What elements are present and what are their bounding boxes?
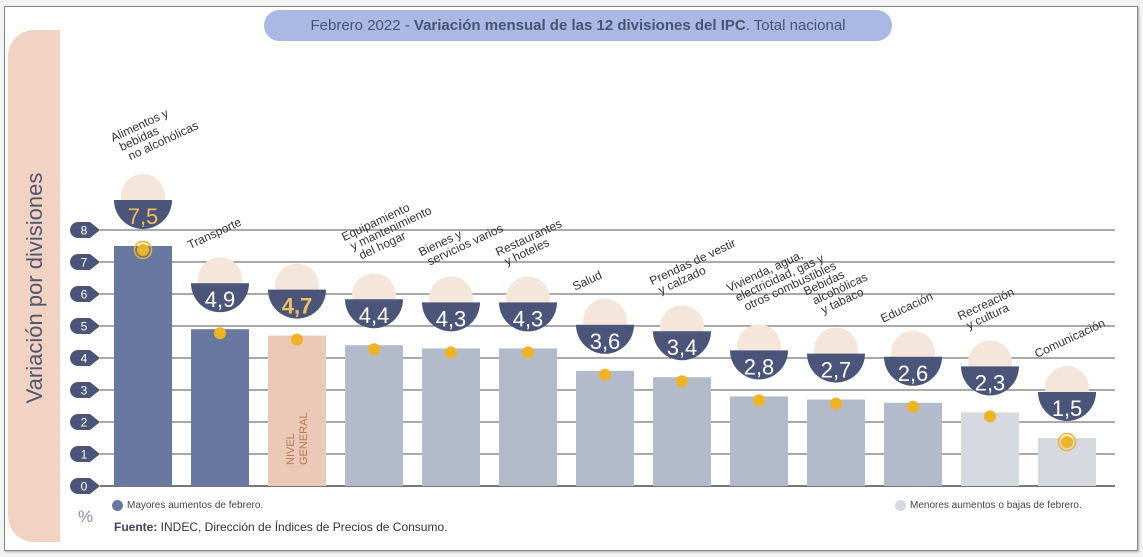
value-dot: [214, 327, 226, 340]
bar: [191, 329, 249, 486]
value-dot-ring: [1057, 432, 1077, 452]
y-tick-label: 7: [81, 256, 88, 270]
bar: [807, 399, 865, 486]
value-badge: [807, 353, 865, 383]
value-label: 2,3: [975, 370, 1006, 395]
value-dot: [907, 400, 919, 413]
y-tick-marker: [70, 414, 100, 430]
legend-high-swatch: [112, 500, 123, 511]
y-tick-label: 8: [81, 224, 88, 238]
value-label: 4,9: [205, 287, 236, 312]
legend-high-text: Mayores aumentos de febrero.: [127, 500, 264, 511]
category-label: Salud: [570, 268, 604, 294]
bar: [114, 246, 172, 486]
category-label: Bienes yservicios varios: [416, 210, 505, 270]
value-badge: [961, 366, 1019, 396]
value-label: 2,7: [821, 358, 852, 383]
source-text: INDEC, Dirección de Índices de Precios d…: [157, 520, 448, 534]
value-badge: [345, 299, 403, 329]
value-label: 4,3: [513, 306, 544, 331]
legend-low: Menores aumentos o bajas de febrero.: [895, 500, 1082, 511]
value-label: 4,4: [359, 303, 390, 328]
category-label-line: Transporte: [185, 215, 243, 252]
value-label: 4,3: [436, 306, 467, 331]
value-dot: [368, 343, 380, 356]
y-tick-marker: [70, 478, 100, 494]
title-prefix: Febrero 2022 -: [310, 17, 414, 34]
y-tick-marker: [70, 286, 100, 302]
value-dot: [137, 244, 149, 256]
value-badge: [1038, 392, 1096, 421]
y-tick-label: 3: [81, 384, 88, 398]
value-label: 3,4: [667, 335, 698, 360]
category-label: Transporte: [185, 215, 243, 252]
category-label-line: Salud: [570, 268, 604, 294]
source-note: Fuente: INDEC, Dirección de Índices de P…: [114, 520, 447, 534]
value-badge: [884, 356, 942, 386]
chart-title: Febrero 2022 - Variación mensual de las …: [264, 10, 892, 41]
y-tick-marker: [70, 222, 100, 238]
side-band: [8, 30, 60, 542]
category-label-line: Comunicación: [1032, 316, 1107, 361]
title-bold: Variación mensual de las 12 divisiones d…: [413, 17, 746, 34]
y-tick-label: 1: [81, 448, 88, 462]
legend-low-swatch: [895, 500, 906, 511]
value-dot: [291, 333, 303, 346]
value-dot: [984, 410, 996, 423]
legend-low-text: Menores aumentos o bajas de febrero.: [910, 500, 1082, 511]
bar-inner-label: GENERAL: [298, 412, 310, 465]
value-badge: [422, 302, 480, 332]
bar-inner-label: NIVEL: [285, 433, 297, 465]
bar: [345, 345, 403, 486]
source-label: Fuente:: [114, 520, 158, 534]
value-badge: [268, 289, 326, 319]
value-dot: [676, 375, 688, 388]
bar: [653, 377, 711, 486]
value-badge: [653, 331, 711, 361]
bar: [576, 370, 634, 486]
value-dot-ring: [133, 240, 153, 260]
bar: [268, 335, 326, 486]
value-badge: [114, 200, 172, 229]
y-tick-label: 5: [81, 320, 88, 334]
value-dot: [753, 394, 765, 407]
y-tick-label: 4: [81, 352, 88, 366]
y-tick-label: 2: [81, 416, 88, 430]
value-dot: [445, 346, 457, 359]
title-suffix: . Total nacional: [745, 17, 846, 34]
category-label: Alimentos ybebidasno alcohólicas: [108, 97, 200, 167]
value-badge: [576, 324, 634, 354]
value-badge: [499, 302, 557, 332]
bar: [499, 348, 557, 486]
bar: [961, 412, 1019, 486]
category-label: Comunicación: [1032, 316, 1107, 361]
value-label: 2,6: [898, 361, 929, 386]
bar: [884, 402, 942, 486]
value-label: 4,7: [282, 294, 313, 319]
value-dot: [1061, 436, 1073, 448]
y-tick-marker: [70, 350, 100, 366]
value-label: 3,6: [590, 329, 621, 354]
value-dot: [830, 397, 842, 410]
y-tick-marker: [70, 318, 100, 334]
value-badge: [730, 350, 788, 380]
value-dot: [522, 346, 534, 359]
y-tick-label: 6: [81, 288, 88, 302]
legend-high: Mayores aumentos de febrero.: [112, 500, 263, 511]
unit-label: %: [78, 507, 94, 526]
value-label: 7,5: [128, 204, 159, 229]
bar: [422, 348, 480, 486]
y-tick-marker: [70, 382, 100, 398]
value-label: 2,8: [744, 354, 775, 379]
value-dot: [599, 368, 611, 381]
y-tick-label: 0: [81, 480, 88, 494]
value-label: 1,5: [1052, 396, 1083, 421]
bar: [730, 396, 788, 486]
y-tick-marker: [70, 254, 100, 270]
value-badge: [191, 283, 249, 313]
y-tick-marker: [70, 446, 100, 462]
